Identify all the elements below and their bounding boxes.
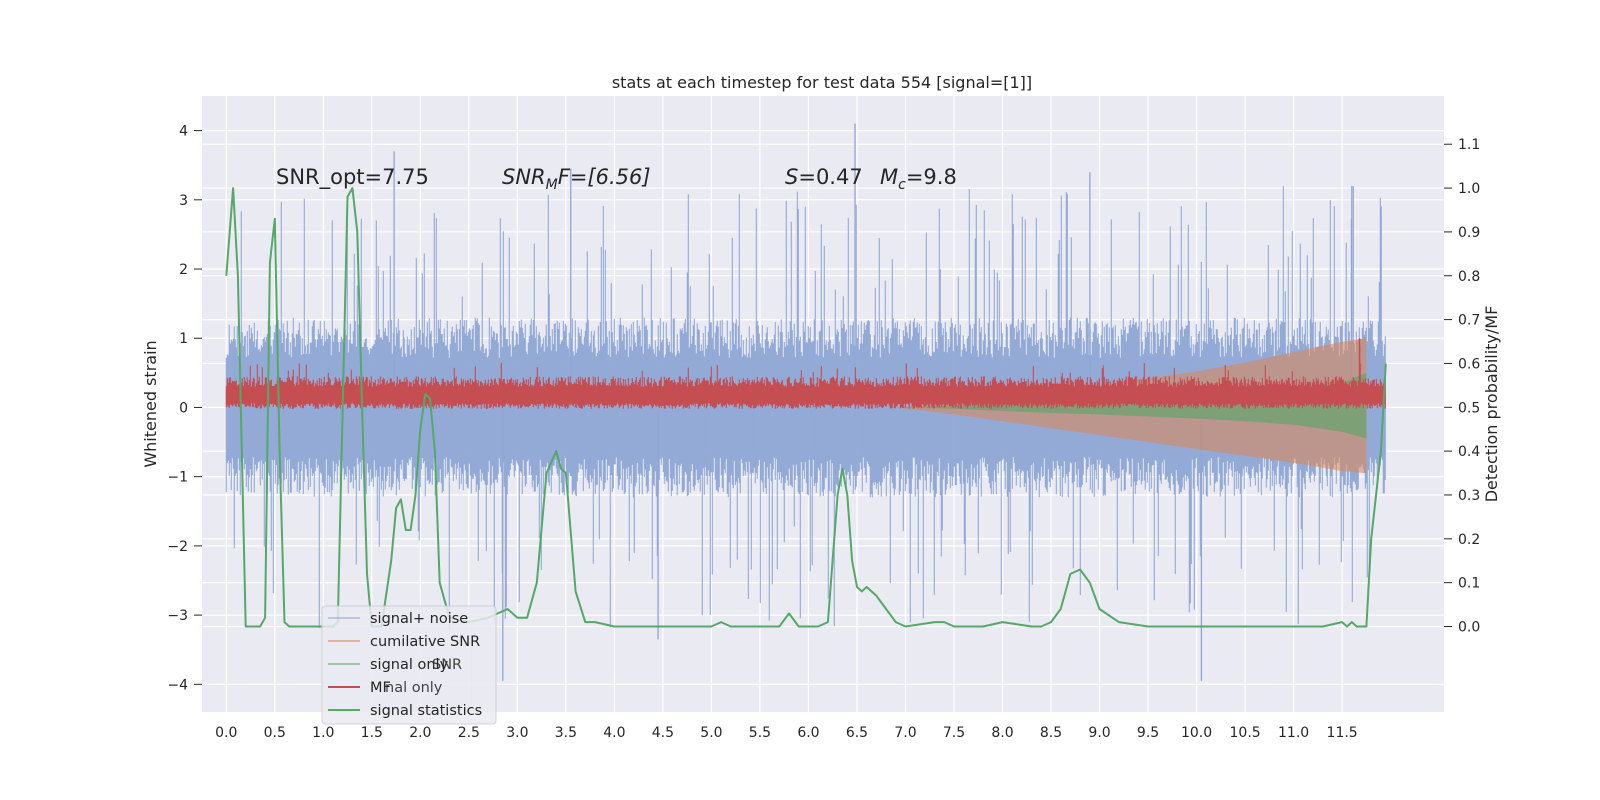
annotation-snr-opt: SNR_opt=7.75 <box>276 165 429 190</box>
x-tick-label: 9.0 <box>1088 725 1110 741</box>
signal-only-band <box>905 372 1367 439</box>
y-right-tick-label: 0.0 <box>1458 620 1480 636</box>
series-signal-only <box>905 372 1367 439</box>
mf-trace <box>225 362 1386 409</box>
legend-label: signal+ noise <box>370 611 468 627</box>
annotation-snr-mf-rest: F=[6.56] <box>558 165 651 189</box>
legend: SNR nal only signal+ noise cumilative SNR si… <box>321 605 497 725</box>
chart-title: stats at each timestep for test data 554… <box>612 73 1032 92</box>
x-axis: 0.0 0.5 1.0 1.5 2.0 2.5 3.0 3.5 4.0 4.5 5.0 5.5 6.0 6… <box>215 725 1358 741</box>
annotation-mc: Mc=9.8 <box>880 165 957 193</box>
annotation-s-rest: =0.47 <box>798 165 862 189</box>
x-tick-label: 11.5 <box>1327 725 1358 741</box>
legend-label: cumilative SNR <box>370 634 480 650</box>
x-tick-label: 8.5 <box>1040 725 1062 741</box>
y-right-tick-label: 0.7 <box>1458 313 1480 329</box>
y-right-tick-label: 1.0 <box>1458 181 1480 197</box>
series-mf <box>225 338 1386 409</box>
legend-label: signal only <box>370 657 449 673</box>
y-tick-label: −3 <box>167 608 188 624</box>
x-tick-label: 6.0 <box>797 725 819 741</box>
annotation-snr-mf: SNRMF=[6.56] <box>502 165 651 193</box>
legend-ghost-text: nal only <box>385 680 443 696</box>
annotation-mc-rest: =9.8 <box>906 165 957 189</box>
x-tick-label: 0.5 <box>264 725 286 741</box>
legend-label: signal statistics <box>370 703 482 719</box>
y-axis-left: 4 3 2 1 0 −1 −2 −3 −4 <box>167 124 202 693</box>
x-tick-label: 11.0 <box>1278 725 1309 741</box>
x-tick-label: 4.5 <box>652 725 674 741</box>
annotation-snr-mf-sub: M <box>546 177 558 193</box>
x-tick-label: 10.0 <box>1181 725 1212 741</box>
y-right-tick-label: 1.1 <box>1458 137 1480 153</box>
x-tick-label: 4.0 <box>603 725 625 741</box>
y-tick-label: 2 <box>179 262 188 278</box>
x-tick-label: 10.5 <box>1230 725 1261 741</box>
x-tick-label: 3.5 <box>555 725 577 741</box>
y-tick-label: 4 <box>179 124 188 140</box>
y-axis-right: 1.1 1.0 0.9 0.8 0.7 0.6 0.5 0.4 0.3 0.2 0.1 0.0 <box>1444 137 1480 636</box>
annotation-s-main: S <box>785 165 798 189</box>
y-tick-label: −1 <box>167 470 188 486</box>
y-right-tick-label: 0.4 <box>1458 444 1480 460</box>
y-tick-label: −2 <box>167 539 188 555</box>
x-tick-label: 0.0 <box>215 725 237 741</box>
x-tick-label: 9.5 <box>1137 725 1159 741</box>
y-right-tick-label: 0.6 <box>1458 356 1480 372</box>
legend-box <box>321 605 497 725</box>
x-tick-label: 8.0 <box>991 725 1013 741</box>
y-tick-label: 1 <box>179 331 188 347</box>
annotation-mc-main: M <box>880 165 898 189</box>
y-right-tick-label: 0.8 <box>1458 269 1480 285</box>
x-tick-label: 5.5 <box>749 725 771 741</box>
legend-ghost-text: SNR <box>432 657 462 673</box>
y-right-tick-label: 0.2 <box>1458 532 1480 548</box>
legend-label: MF <box>370 680 391 696</box>
x-tick-label: 5.0 <box>700 725 722 741</box>
x-tick-label: 2.5 <box>458 725 480 741</box>
annotation-snr-mf-main: SNR <box>502 165 546 189</box>
y-right-tick-label: 0.9 <box>1458 225 1480 241</box>
x-tick-label: 7.5 <box>943 725 965 741</box>
signal-statistics-line <box>225 187 1387 628</box>
y-axis-right-label: Detection probability/MF <box>1482 306 1501 503</box>
annotation-s: S=0.47 <box>785 165 863 189</box>
y-right-tick-label: 0.3 <box>1458 488 1480 504</box>
y-right-tick-label: 0.5 <box>1458 400 1480 416</box>
annotation-mc-sub: c <box>898 177 906 193</box>
series-signal-statistics <box>225 187 1387 628</box>
y-axis-label: Whitened strain <box>141 340 160 467</box>
x-tick-label: 1.5 <box>361 725 383 741</box>
y-right-tick-label: 0.1 <box>1458 576 1480 592</box>
x-tick-label: 3.0 <box>506 725 528 741</box>
y-tick-label: 0 <box>179 400 188 416</box>
y-tick-label: −4 <box>167 677 188 693</box>
x-tick-label: 1.0 <box>312 725 334 741</box>
x-tick-label: 6.5 <box>846 725 868 741</box>
x-tick-label: 2.0 <box>409 725 431 741</box>
x-tick-label: 7.0 <box>894 725 916 741</box>
y-tick-label: 3 <box>179 193 188 209</box>
